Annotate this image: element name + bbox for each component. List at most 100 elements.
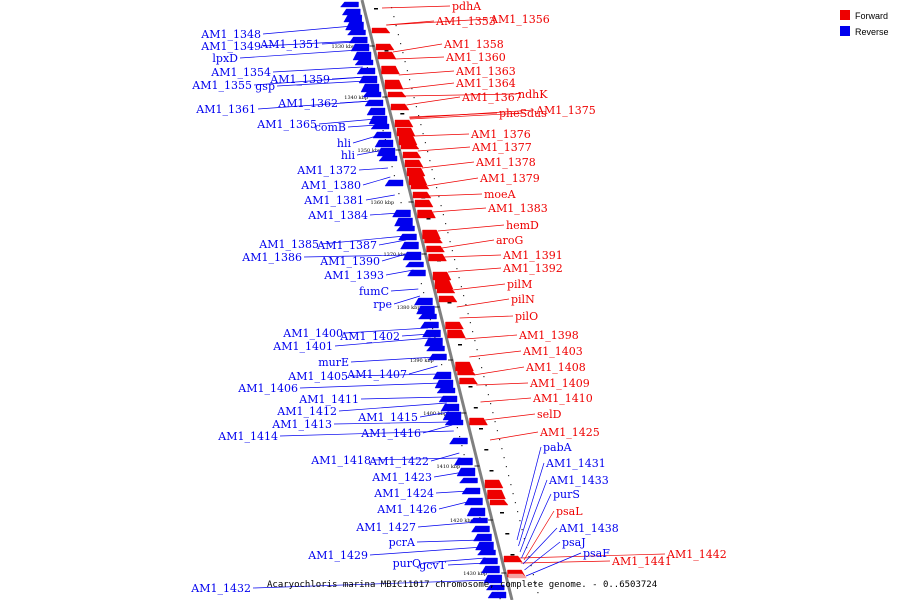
forward-gene-arrow xyxy=(457,369,476,376)
reverse-gene-arrow xyxy=(426,345,445,352)
forward-gene-arrow xyxy=(400,143,420,150)
forward-gene-arrow xyxy=(434,279,454,290)
leader-line xyxy=(394,56,445,60)
gene-label-reverse: AM1_1401 xyxy=(272,340,333,353)
leader-line xyxy=(473,366,525,376)
forward-gene-arrow xyxy=(438,295,458,303)
gene-label-reverse: AM1_1406 xyxy=(237,382,298,395)
gene-label-reverse: AM1_1414 xyxy=(217,430,278,443)
track-dot xyxy=(400,43,402,45)
gene-label-reverse: AM1_1349 xyxy=(200,40,261,53)
reverse-gene-arrow xyxy=(420,321,439,329)
forward-gene-arrow xyxy=(402,151,422,159)
track-dot xyxy=(438,196,440,198)
gene-label-reverse: AM1_1429 xyxy=(307,549,368,562)
track-dot xyxy=(424,142,426,144)
leader-line xyxy=(459,315,514,319)
track-dot xyxy=(423,292,425,294)
forward-gene-arrow xyxy=(489,499,509,506)
gene-label-reverse: AM1_1424 xyxy=(373,487,434,500)
scale-tick-label: 1380 kbp xyxy=(397,305,421,311)
forward-gene-arrow xyxy=(428,253,447,262)
track-dot xyxy=(382,130,384,132)
gene-label-reverse: AM1_1381 xyxy=(303,194,364,207)
track-dot xyxy=(474,340,476,342)
gene-label-reverse: AM1_1359 xyxy=(269,73,330,86)
reverse-gene-arrow xyxy=(376,147,396,157)
track-dot xyxy=(398,193,400,195)
leader-line xyxy=(403,93,517,97)
forward-gene-arrow xyxy=(432,271,452,281)
track-dot xyxy=(501,448,503,450)
gene-label-forward: AM1_1367 xyxy=(461,91,522,104)
gene-label-forward: AM1_1364 xyxy=(455,77,516,90)
leader-line xyxy=(523,510,555,561)
track-dot xyxy=(427,151,429,153)
leader-line xyxy=(525,552,582,577)
leader-line xyxy=(422,557,486,564)
gene-label-forward: pilN xyxy=(511,293,535,306)
leader-line xyxy=(426,177,479,187)
gene-label-reverse: purQ xyxy=(393,557,421,570)
gene-label-reverse: AM1_1402 xyxy=(339,330,400,343)
track-dot xyxy=(481,367,483,369)
gene-label-forward: AM1_1398 xyxy=(518,329,579,342)
track-dot xyxy=(456,268,458,270)
track-dot xyxy=(487,394,489,396)
reverse-gene-arrow xyxy=(459,477,478,484)
reverse-gene-arrow xyxy=(396,225,415,232)
gene-label-reverse: AM1_1407 xyxy=(346,368,407,381)
reverse-gene-arrow xyxy=(407,269,426,277)
forward-gene-arrow xyxy=(445,321,464,330)
gene-label-reverse: AM1_1405 xyxy=(287,370,348,383)
gene-label-reverse: comB xyxy=(315,121,346,134)
feature-dash xyxy=(510,554,515,556)
leader-line xyxy=(262,25,353,35)
reverse-gene-arrow xyxy=(487,591,507,599)
forward-gene-arrow xyxy=(414,199,434,208)
track-dot xyxy=(460,286,462,288)
reverse-gene-arrow xyxy=(352,51,372,61)
reverse-gene-arrow xyxy=(473,533,492,542)
track-dot xyxy=(431,169,433,171)
scale-tick-label: 1360 kbp xyxy=(371,200,395,206)
track-dot xyxy=(492,412,494,414)
gene-label-reverse: AM1_1418 xyxy=(310,454,371,467)
forward-gene-arrow xyxy=(371,27,391,34)
forward-gene-arrow xyxy=(404,159,424,168)
reverse-gene-arrow xyxy=(416,305,435,315)
track-dot xyxy=(461,445,463,447)
leader-line xyxy=(437,224,505,232)
gene-label-reverse: gcvT xyxy=(419,559,446,572)
leader-line xyxy=(520,560,611,564)
feature-dash xyxy=(500,512,504,514)
reverse-gene-arrow xyxy=(348,36,368,44)
gene-label-reverse: AM1_1385 xyxy=(258,238,319,251)
track-dot xyxy=(411,88,413,90)
leader-line xyxy=(464,334,518,340)
leader-line xyxy=(318,118,376,125)
scale-tick-label: 1390 kbp xyxy=(410,358,434,364)
forward-gene-arrow xyxy=(484,479,504,489)
track-dot xyxy=(418,115,420,117)
gene-label-reverse: AM1_1361 xyxy=(195,103,256,116)
scale-tick-label: 1410 kbp xyxy=(437,464,461,470)
track-dot xyxy=(490,403,492,405)
gene-label-reverse: rpe xyxy=(373,298,392,311)
leader-line xyxy=(272,66,363,73)
gene-label-forward: AM1_1442 xyxy=(666,548,727,561)
gene-label-forward: selD xyxy=(537,408,562,421)
gene-label-reverse: AM1_1348 xyxy=(200,28,261,41)
reverse-gene-arrow xyxy=(374,139,394,148)
reverse-gene-arrow xyxy=(456,467,476,477)
track-dot xyxy=(413,97,415,99)
reverse-gene-arrow xyxy=(432,371,452,380)
leader-line xyxy=(333,421,452,425)
gene-label-reverse: AM1_1416 xyxy=(360,427,421,440)
track-dot xyxy=(420,124,422,126)
track-dot xyxy=(429,160,431,162)
leader-line xyxy=(358,167,389,171)
reverse-gene-arrow xyxy=(402,251,422,261)
track-dot xyxy=(532,574,534,576)
